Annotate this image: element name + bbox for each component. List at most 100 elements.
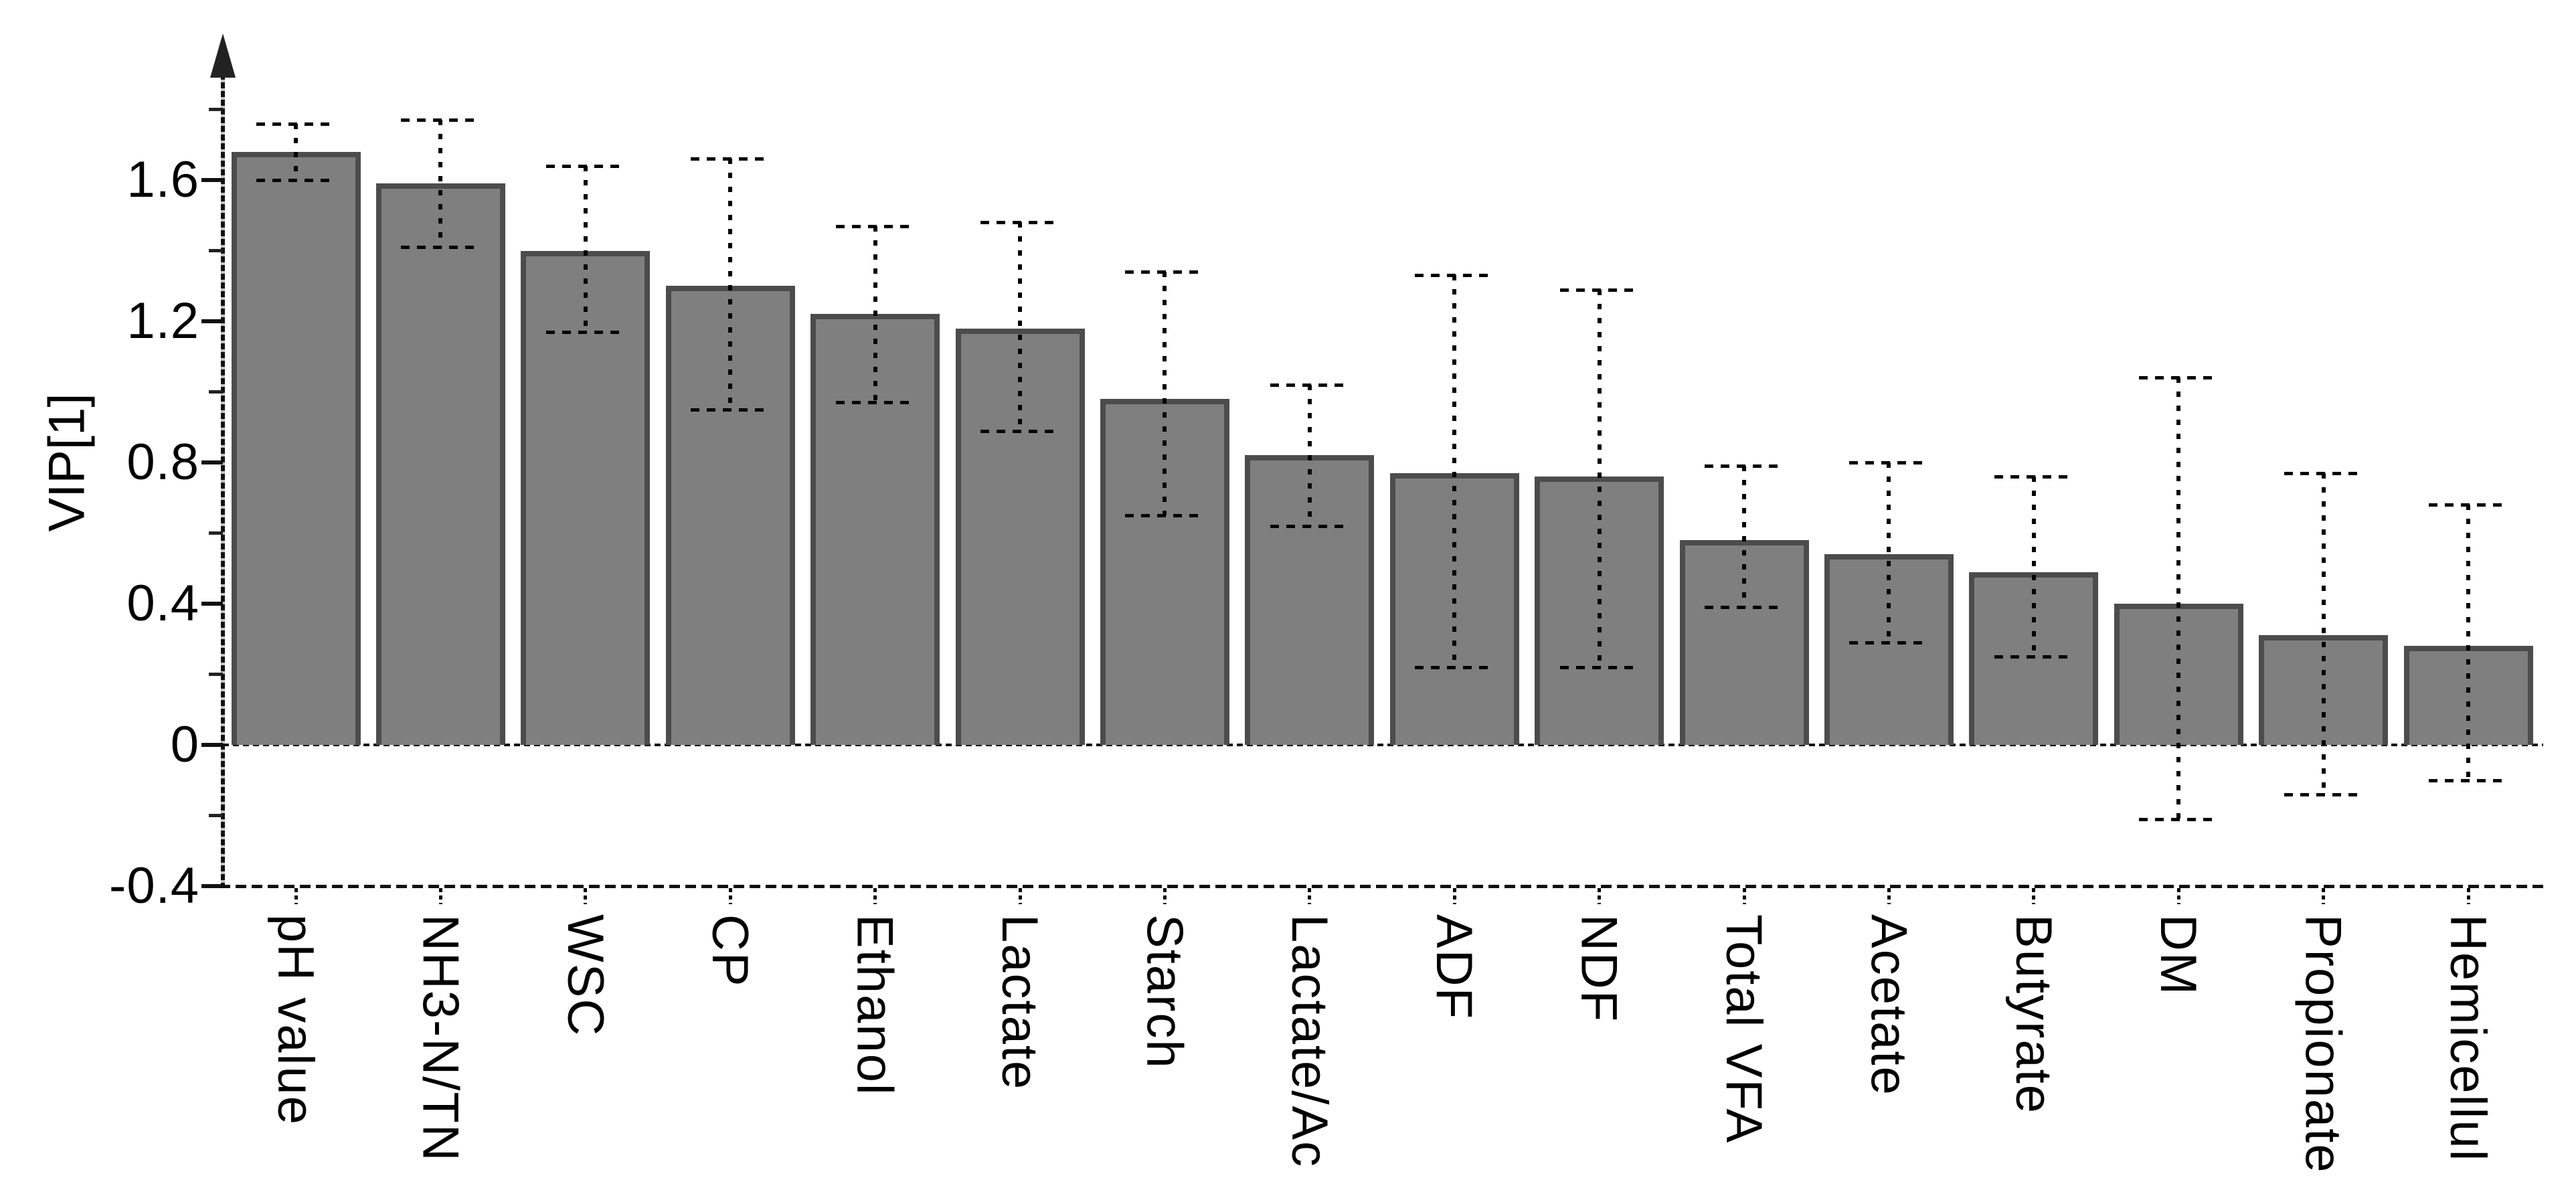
y-major-tick xyxy=(201,602,223,606)
x-tick xyxy=(1163,888,1167,904)
zero-line xyxy=(223,744,2543,746)
error-bar xyxy=(294,123,298,180)
x-tick xyxy=(1452,888,1456,904)
y-minor-tick xyxy=(209,390,223,394)
error-bar-cap-top xyxy=(1559,288,1639,292)
error-bar-cap-top xyxy=(1705,464,1784,468)
error-bar-cap-top xyxy=(980,221,1059,225)
y-tick-label: 1.6 xyxy=(126,151,199,208)
error-bar xyxy=(1452,275,1457,667)
error-bar-cap-top xyxy=(1994,475,2073,479)
error-bar-cap-bottom xyxy=(1270,524,1349,528)
x-axis-line xyxy=(220,885,2545,888)
y-axis-arrowhead-icon xyxy=(210,33,236,78)
y-tick-label: 0.4 xyxy=(126,575,199,632)
x-tick xyxy=(1742,888,1746,904)
x-tick-label: NDF xyxy=(1570,914,1628,1023)
y-tick-label: 1.2 xyxy=(126,292,199,349)
error-bar xyxy=(2321,473,2326,794)
x-tick-label: NH3-N/TN xyxy=(412,914,469,1163)
error-bar xyxy=(2466,505,2470,780)
x-tick-label: Lactate/Ac xyxy=(1280,914,1338,1169)
error-bar xyxy=(2176,377,2181,819)
error-bar-cap-top xyxy=(1125,270,1205,274)
error-bar xyxy=(1742,466,1746,608)
error-bar-cap-bottom xyxy=(1125,514,1205,518)
error-bar-cap-bottom xyxy=(2429,778,2508,782)
y-tick-label: 0.8 xyxy=(126,434,199,491)
x-tick-label: CP xyxy=(701,914,759,988)
error-bar-cap-bottom xyxy=(1705,606,1784,610)
y-axis-line xyxy=(221,74,225,887)
error-bar xyxy=(728,159,733,410)
error-bar xyxy=(1163,272,1167,516)
error-bar xyxy=(2031,477,2036,657)
x-tick xyxy=(1887,888,1891,904)
x-tick-label: Butyrate xyxy=(2004,914,2062,1115)
error-bar-cap-bottom xyxy=(691,408,770,412)
error-bar-cap-top xyxy=(1849,461,1929,464)
error-bar-cap-top xyxy=(2284,471,2363,475)
error-bar-cap-top xyxy=(1270,383,1349,387)
error-bar xyxy=(1597,289,1602,667)
error-bar-cap-bottom xyxy=(256,179,335,182)
x-tick xyxy=(2032,888,2036,904)
x-tick xyxy=(2176,888,2180,904)
error-bar-cap-bottom xyxy=(835,401,915,405)
x-tick xyxy=(584,888,588,904)
y-minor-tick xyxy=(209,814,223,817)
x-tick-label: Total VFA xyxy=(1715,914,1772,1144)
y-minor-tick xyxy=(209,249,223,252)
x-tick xyxy=(438,888,442,904)
y-major-tick xyxy=(201,884,223,888)
error-bar xyxy=(583,165,588,332)
error-bar-cap-top xyxy=(2429,503,2508,507)
x-tick xyxy=(1598,888,1602,904)
x-tick-label: Starch xyxy=(1136,914,1193,1070)
x-tick-label: Hemicellul xyxy=(2439,914,2496,1163)
error-bar-cap-bottom xyxy=(2139,817,2219,821)
y-major-tick xyxy=(201,178,223,182)
error-bar-cap-bottom xyxy=(401,246,481,250)
error-bar xyxy=(1018,222,1022,431)
error-bar-cap-bottom xyxy=(545,330,625,334)
y-tick-label: 0 xyxy=(170,716,199,773)
x-tick xyxy=(873,888,877,904)
x-tick xyxy=(2466,888,2470,904)
x-tick xyxy=(294,888,298,904)
y-minor-tick xyxy=(209,673,223,676)
x-tick-label: Propionate xyxy=(2294,914,2352,1174)
x-tick-label: Acetate xyxy=(1860,914,1917,1096)
x-tick xyxy=(2322,888,2326,904)
bar xyxy=(231,151,361,745)
error-bar-cap-bottom xyxy=(1559,665,1639,669)
x-tick-label: WSC xyxy=(556,914,614,1037)
error-bar-cap-top xyxy=(691,157,770,161)
x-tick xyxy=(1308,888,1312,904)
error-bar-cap-top xyxy=(401,118,481,122)
error-bar-cap-bottom xyxy=(2284,792,2363,796)
error-bar xyxy=(1307,384,1312,526)
y-minor-tick xyxy=(209,108,223,111)
x-tick-label: Lactate xyxy=(991,914,1048,1091)
x-tick-label: DM xyxy=(2150,914,2207,997)
y-minor-tick xyxy=(209,531,223,535)
y-major-tick xyxy=(201,319,223,323)
error-bar-cap-bottom xyxy=(1849,641,1929,645)
x-tick-label: Ethanol xyxy=(846,914,904,1096)
error-bar-cap-top xyxy=(1415,274,1494,278)
y-major-tick xyxy=(201,743,223,747)
error-bar-cap-bottom xyxy=(980,429,1059,433)
error-bar xyxy=(873,226,877,403)
error-bar-cap-bottom xyxy=(1415,665,1494,669)
x-tick xyxy=(728,888,732,904)
error-bar xyxy=(1887,462,1891,643)
x-tick-label: pH value xyxy=(267,914,324,1126)
x-tick-label: ADF xyxy=(1426,914,1483,1020)
error-bar-cap-top xyxy=(835,224,915,228)
error-bar-cap-top xyxy=(545,164,625,168)
y-tick-label: -0.4 xyxy=(109,857,199,914)
error-bar-cap-top xyxy=(2139,376,2219,380)
x-tick xyxy=(1018,888,1022,904)
